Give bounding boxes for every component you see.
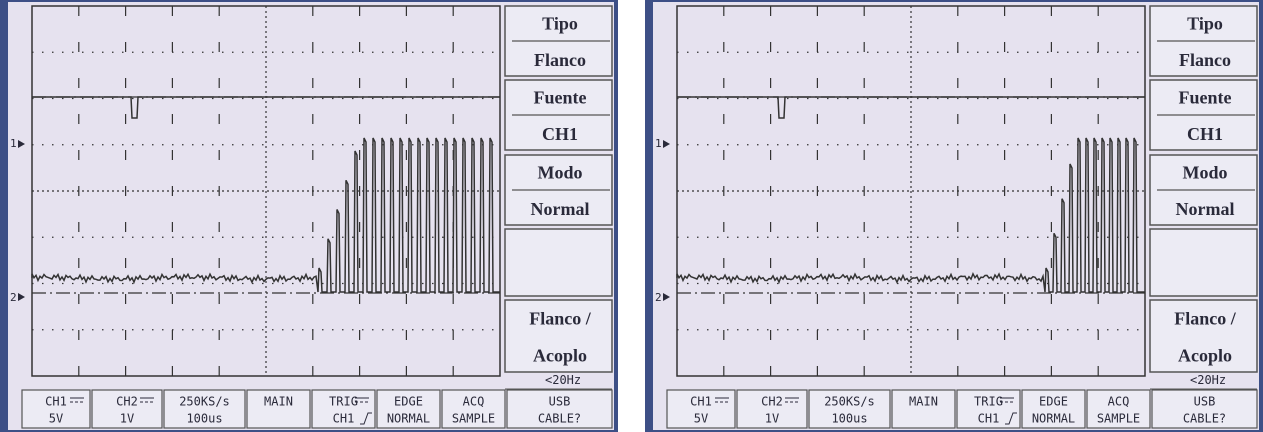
marker-arrow — [18, 293, 25, 301]
ch2-trace — [31, 137, 500, 293]
menu-text: Modo — [1183, 163, 1228, 183]
marker-arrow — [663, 293, 670, 301]
status-text: 250KS/s — [179, 395, 230, 409]
status-cell — [21, 389, 91, 429]
menu-text: Flanco / — [529, 308, 591, 328]
status-cell — [163, 389, 246, 429]
status-text: SAMPLE — [452, 412, 495, 426]
menu-text: Flanco — [534, 50, 586, 70]
status-text: EDGE — [1039, 395, 1068, 409]
status-cell — [1151, 389, 1258, 429]
status-text: 250KS/s — [824, 395, 875, 409]
status-text: ACQ — [463, 395, 485, 409]
trigger-slope — [360, 412, 372, 425]
menu-box — [1149, 228, 1258, 297]
status-text: TRIG — [974, 395, 1003, 409]
channel-marker: 1 — [655, 137, 662, 150]
status-cell — [376, 389, 441, 429]
status-text: SAMPLE — [1097, 412, 1140, 426]
screen: 1 2 Tipo Flanco Fuente CH1 Modo Normal Flanco / A… — [645, 0, 1263, 432]
menu-text: Acoplo — [1178, 346, 1232, 366]
status-cell — [91, 389, 163, 429]
menu-text: Tipo — [1187, 14, 1223, 34]
status-text: ACQ — [1108, 395, 1130, 409]
status-text: 100us — [186, 412, 222, 426]
status-text: 5V — [49, 412, 63, 426]
status-text: EDGE — [394, 395, 423, 409]
menu-text: Modo — [538, 163, 583, 183]
menu-text: CH1 — [1187, 124, 1223, 144]
status-text: 1V — [765, 412, 779, 426]
menu-text: Acoplo — [533, 346, 587, 366]
ch2-trace — [676, 137, 1145, 293]
coupling-frequency: <20Hz — [1190, 373, 1226, 387]
status-text: USB — [1194, 395, 1216, 409]
menu-box — [504, 299, 613, 373]
menu-text: CH1 — [542, 124, 578, 144]
status-cell — [506, 389, 613, 429]
status-cell — [246, 389, 311, 429]
status-cell — [736, 389, 808, 429]
status-text: 100us — [831, 412, 867, 426]
status-text: CH1 — [45, 395, 67, 409]
menu-box — [1149, 299, 1258, 373]
marker-arrow — [663, 140, 670, 148]
menu-box — [504, 228, 613, 297]
ch1-trace — [32, 96, 500, 119]
status-text: NORMAL — [1032, 412, 1075, 426]
channel-marker: 2 — [10, 291, 17, 304]
status-text: 1V — [120, 412, 134, 426]
status-cell — [1086, 389, 1151, 429]
coupling-frequency: <20Hz — [545, 373, 581, 387]
menu-text: Normal — [531, 199, 590, 219]
menu-text: Normal — [1176, 199, 1235, 219]
status-text: 5V — [694, 412, 708, 426]
menu-text: Fuente — [534, 88, 587, 108]
status-cell — [891, 389, 956, 429]
status-text: USB — [549, 395, 571, 409]
status-cell — [441, 389, 506, 429]
status-text: TRIG — [329, 395, 358, 409]
status-text: CH1 — [978, 412, 1000, 426]
menu-text: Flanco — [1179, 50, 1231, 70]
status-text: NORMAL — [387, 412, 430, 426]
channel-marker: 2 — [655, 291, 662, 304]
status-text: CH2 — [761, 395, 783, 409]
status-text: CH2 — [116, 395, 138, 409]
status-cell — [808, 389, 891, 429]
status-text: MAIN — [909, 395, 938, 409]
menu-text: Fuente — [1179, 88, 1232, 108]
marker-arrow — [18, 140, 25, 148]
status-text: CABLE? — [538, 412, 581, 426]
status-cell — [1021, 389, 1086, 429]
trigger-slope — [1005, 412, 1017, 425]
screen: 1 2 Tipo Flanco Fuente CH1 Modo Normal Flanco / A… — [0, 0, 618, 432]
channel-marker: 1 — [10, 137, 17, 150]
status-text: CH1 — [333, 412, 355, 426]
status-text: CH1 — [690, 395, 712, 409]
menu-text: Tipo — [542, 14, 578, 34]
status-text: CABLE? — [1183, 412, 1226, 426]
ch1-trace — [677, 96, 1145, 119]
status-text: MAIN — [264, 395, 293, 409]
menu-text: Flanco / — [1174, 308, 1236, 328]
status-cell — [666, 389, 736, 429]
